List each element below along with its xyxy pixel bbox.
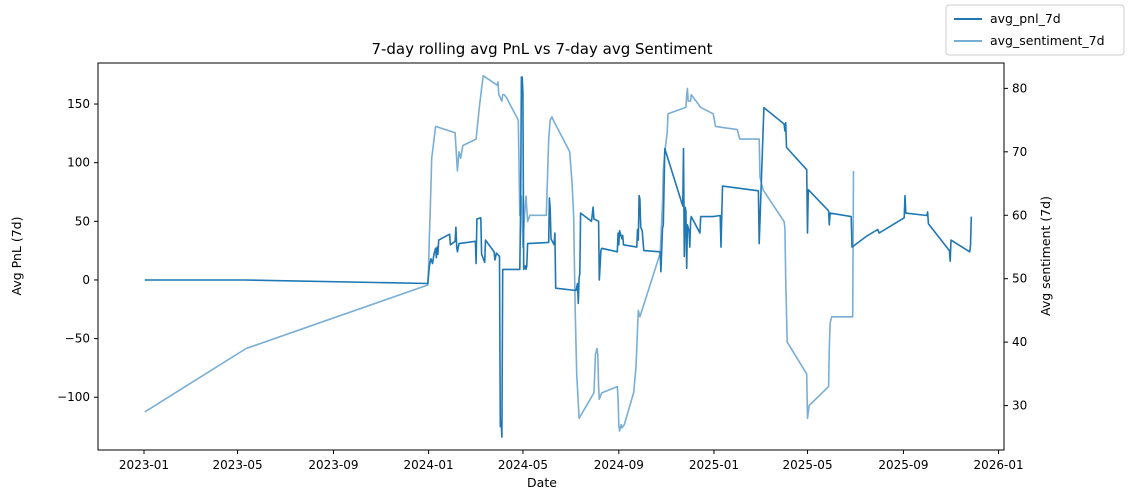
x-tick-label: 2023-05 xyxy=(212,458,262,472)
series-line-avg-pnl-7d xyxy=(144,76,973,438)
y-tick-label: −100 xyxy=(57,390,90,404)
y-axis-label: Avg PnL (7d) xyxy=(9,217,24,296)
y-tick-label: 0 xyxy=(82,273,90,287)
y2-tick-label: 40 xyxy=(1012,335,1027,349)
y2-tick-label: 80 xyxy=(1012,81,1027,95)
x-tick-label: 2024-01 xyxy=(404,458,454,472)
y-tick-label: 150 xyxy=(67,97,90,111)
x-axis-label: Date xyxy=(527,475,557,490)
legend-frame xyxy=(945,4,1125,56)
x-tick-label: 2026-01 xyxy=(973,458,1023,472)
y-tick-label: 50 xyxy=(75,214,90,228)
y2-axis-label: Avg sentiment (7d) xyxy=(1038,196,1053,316)
plot-series-layer xyxy=(144,74,973,438)
y2-axis-ticks: 30 40 50 60 70 80 xyxy=(1004,81,1027,413)
x-tick-label: 2023-01 xyxy=(119,458,169,472)
y2-tick-label: 50 xyxy=(1012,272,1027,286)
x-axis-ticks: 2023-01 2023-05 2023-09 2024-01 2024-05 2024-… xyxy=(119,450,1024,472)
series-line-avg-sentiment-7d xyxy=(144,74,855,432)
y2-tick-label: 30 xyxy=(1012,399,1027,413)
chart-title: 7-day rolling avg PnL vs 7-day avg Senti… xyxy=(371,40,712,58)
y2-tick-label: 60 xyxy=(1012,208,1027,222)
y-tick-label: 100 xyxy=(67,156,90,170)
y-axis-ticks: −100 −50 0 50 100 150 xyxy=(57,97,98,404)
y2-tick-label: 70 xyxy=(1012,145,1027,159)
x-tick-label: 2024-05 xyxy=(498,458,548,472)
x-tick-label: 2025-09 xyxy=(878,458,928,472)
legend: avg_pnl_7d avg_sentiment_7d xyxy=(945,4,1125,56)
x-tick-label: 2025-01 xyxy=(689,458,739,472)
legend-label-avg-sentiment-7d: avg_sentiment_7d xyxy=(990,33,1105,48)
x-tick-label: 2024-09 xyxy=(594,458,644,472)
x-tick-label: 2023-09 xyxy=(308,458,358,472)
x-tick-label: 2025-05 xyxy=(782,458,832,472)
y-tick-label: −50 xyxy=(65,332,90,346)
legend-label-avg-pnl-7d: avg_pnl_7d xyxy=(990,11,1061,26)
plot-area-frame xyxy=(97,62,1005,451)
